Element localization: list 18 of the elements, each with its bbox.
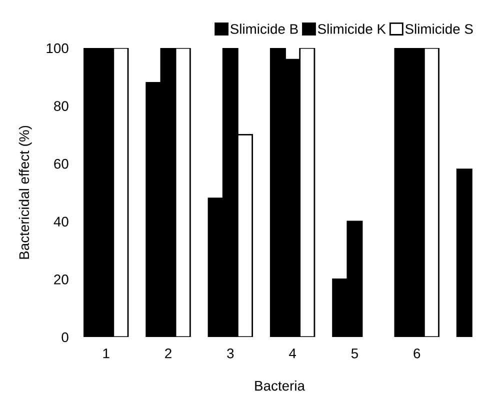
legend-label: Slimicide B [230, 24, 298, 34]
legend-label: Slimicide S [405, 24, 473, 34]
x-tick-label: 4 [289, 348, 296, 358]
y-tick-label: 60 [54, 158, 68, 169]
y-tick-label: 0 [62, 332, 68, 342]
bar [456, 168, 472, 337]
y-tick-label: 20 [54, 274, 68, 284]
x-tick-label: 1 [103, 348, 110, 358]
x-tick-label: 6 [414, 348, 420, 358]
y-axis-title: Bactericidal effect (%) [18, 126, 32, 259]
y-tick-label: 80 [54, 101, 68, 111]
x-tick-label: 3 [227, 348, 234, 358]
x-tick-label: 2 [165, 348, 172, 358]
x-axis-title: Bacteria [255, 380, 305, 391]
x-tick-label: 5 [351, 348, 358, 358]
y-tick-label: 100 [46, 43, 68, 54]
y-tick-label: 40 [54, 216, 68, 227]
legend-label: Slimicide K [318, 24, 386, 34]
